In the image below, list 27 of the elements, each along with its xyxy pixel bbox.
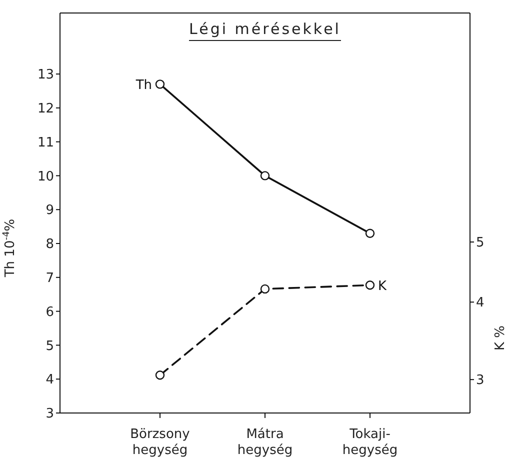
y-tick-label: 11 <box>37 135 54 150</box>
point <box>155 80 165 89</box>
point <box>365 280 375 290</box>
y-tick-label: 7 <box>46 271 54 286</box>
y-tick-label: 13 <box>37 68 54 83</box>
y2-tick-label: 5 <box>476 236 484 251</box>
point <box>155 370 165 380</box>
y-tick-label: 6 <box>46 304 54 320</box>
y2-tick-label: 4 <box>476 296 484 311</box>
y-tick-label: 10 <box>37 169 54 184</box>
x-tick-label: Mátra hegység <box>237 427 293 458</box>
y-tick-label: 3 <box>46 406 54 422</box>
point <box>260 284 270 294</box>
y-tick-label: 12 <box>37 102 54 117</box>
y-tick-label: 4 <box>46 372 54 388</box>
y2-tick-label: 3 <box>476 373 484 388</box>
point <box>260 171 270 180</box>
y2-axis-title: K % <box>493 325 508 351</box>
y-tick-label: 8 <box>46 237 54 252</box>
series-label: K <box>378 279 387 294</box>
point <box>365 228 375 238</box>
x-tick-label: Tokaji- hegység <box>342 427 398 458</box>
series-label: Th <box>134 78 152 94</box>
x-tick-label: Börzsony hegység <box>130 427 190 458</box>
y-tick-label: 9 <box>46 203 54 218</box>
y-tick-label: 5 <box>46 338 54 354</box>
text: Légi mérésekkel <box>189 20 341 38</box>
